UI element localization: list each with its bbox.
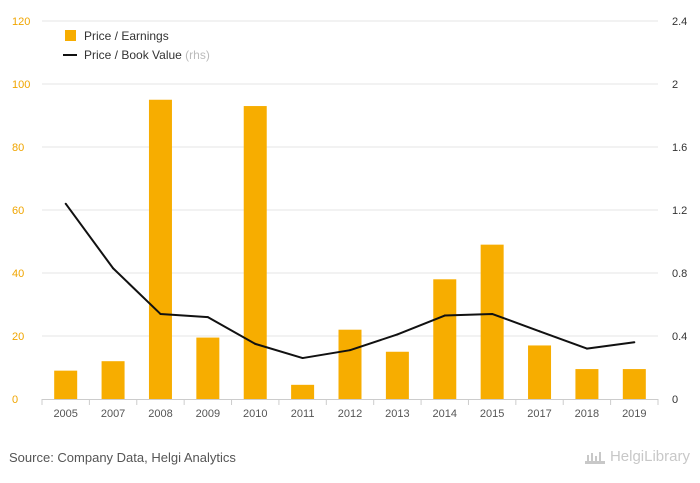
bar bbox=[291, 384, 315, 399]
bar bbox=[148, 99, 172, 399]
x-tick-label: 2012 bbox=[338, 408, 362, 420]
left-tick-label: 100 bbox=[12, 79, 30, 91]
line-point bbox=[396, 333, 399, 336]
legend: Price / Earnings Price / Book Value (rhs… bbox=[63, 29, 210, 62]
left-axis-ticks: 0 20 40 60 80 100 120 bbox=[12, 16, 30, 406]
x-tick-label: 2013 bbox=[385, 408, 409, 420]
bar bbox=[575, 369, 599, 399]
right-axis-ticks: 0 0.4 0.8 1.2 1.6 2 2.4 bbox=[672, 16, 687, 406]
line-point bbox=[349, 349, 351, 352]
x-tick-label: 2015 bbox=[480, 408, 504, 420]
legend-swatch-bar bbox=[65, 30, 76, 41]
helgi-library-logo: HelgiLibrary bbox=[584, 448, 690, 465]
right-tick-label: 0 bbox=[672, 394, 678, 406]
line-point bbox=[64, 202, 67, 205]
line-point bbox=[491, 312, 494, 315]
bar bbox=[338, 329, 362, 399]
x-tick-label: 2011 bbox=[291, 408, 315, 420]
bar-series bbox=[54, 99, 646, 400]
left-tick-label: 40 bbox=[12, 268, 24, 280]
bar bbox=[622, 369, 646, 399]
left-tick-label: 0 bbox=[12, 394, 18, 406]
x-tick-label: 2019 bbox=[622, 408, 646, 420]
bar bbox=[385, 351, 409, 399]
legend-label-line: Price / Book Value (rhs) bbox=[84, 48, 210, 62]
line-point bbox=[585, 347, 588, 350]
right-tick-label: 1.2 bbox=[672, 205, 687, 217]
right-tick-label: 0.4 bbox=[672, 331, 687, 343]
line-point bbox=[159, 312, 162, 315]
bar bbox=[528, 345, 552, 399]
bar bbox=[243, 106, 267, 400]
bar bbox=[433, 279, 457, 399]
line-point bbox=[206, 316, 209, 319]
legend-label-line-suffix: (rhs) bbox=[185, 48, 210, 62]
x-tick-label: 2014 bbox=[433, 408, 457, 420]
left-tick-label: 80 bbox=[12, 142, 24, 154]
line-point bbox=[254, 342, 257, 345]
x-tick-label: 2007 bbox=[101, 408, 125, 420]
left-tick-label: 60 bbox=[12, 205, 24, 217]
bar bbox=[101, 361, 125, 399]
legend-label-line-name: Price / Book Value bbox=[84, 48, 182, 62]
bar bbox=[480, 244, 504, 399]
legend-label-bar: Price / Earnings bbox=[84, 29, 169, 43]
library-building-icon bbox=[584, 451, 605, 464]
right-tick-label: 2 bbox=[672, 79, 678, 91]
x-tick-label: 2018 bbox=[575, 408, 599, 420]
line-point bbox=[301, 357, 304, 360]
right-tick-label: 0.8 bbox=[672, 268, 687, 280]
x-axis-ticks: 2005 2007 2008 2009 2010 2011 2012 2013 2014 2015… bbox=[41, 399, 659, 420]
x-tick-label: 2005 bbox=[53, 408, 77, 420]
right-tick-label: 1.6 bbox=[672, 142, 687, 154]
x-tick-label: 2008 bbox=[148, 408, 172, 420]
x-tick-label: 2009 bbox=[196, 408, 220, 420]
line-series bbox=[64, 202, 636, 360]
logo-text: HelgiLibrary bbox=[609, 448, 690, 465]
x-tick-label: 2017 bbox=[527, 408, 551, 420]
line-point bbox=[633, 341, 636, 344]
bar bbox=[196, 337, 220, 399]
x-tick-label: 2010 bbox=[243, 408, 267, 420]
line-point bbox=[538, 330, 541, 333]
left-tick-label: 120 bbox=[12, 16, 30, 28]
line-point bbox=[443, 314, 446, 317]
bar bbox=[54, 370, 78, 399]
line-point bbox=[112, 267, 115, 270]
left-tick-label: 20 bbox=[12, 331, 24, 343]
right-tick-label: 2.4 bbox=[672, 16, 687, 28]
source-note: Source: Company Data, Helgi Analytics bbox=[9, 450, 236, 465]
